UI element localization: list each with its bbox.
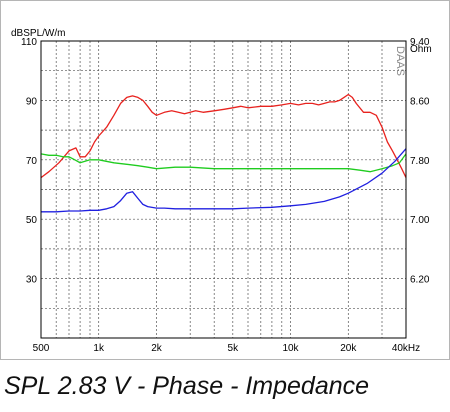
x-tick-label: 1k: [93, 343, 105, 354]
x-tick-label: 40kHz: [392, 343, 420, 354]
y-left-tick-label: 50: [26, 215, 38, 226]
y-right-tick-label: 7.80: [410, 156, 430, 167]
series-line-1: [40, 93, 407, 179]
y-left-tick-label: 70: [26, 156, 38, 167]
x-tick-label: 500: [33, 343, 50, 354]
spl-impedance-chart: 500 1k 2k 5k 10k 20k 40kHz 110 90 70 50 30 9.40 8.60 7…: [11, 28, 432, 354]
plot-frame: [40, 40, 407, 339]
chart-caption: SPL 2.83 V - Phase - Impedance: [4, 372, 370, 400]
y-right-tick-label: 7.00: [410, 215, 430, 226]
x-tick-label: 5k: [228, 343, 240, 354]
daas-watermark: DAAS: [394, 46, 406, 76]
series-lines: [40, 93, 407, 213]
y-right-tick-label: 6.20: [410, 275, 430, 286]
tick-labels: 500 1k 2k 5k 10k 20k 40kHz 110 90 70 50 30 9.40 8.60 7…: [21, 37, 430, 354]
y-left-tick-label: 30: [26, 275, 38, 286]
y-left-tick-label: 110: [21, 37, 37, 48]
series-line-2: [40, 153, 407, 173]
y-left-tick-label: 90: [26, 96, 38, 107]
y-right-tick-label: 8.60: [410, 96, 430, 107]
y-axis-label-left: dBSPL/W/m: [11, 28, 65, 39]
y-axis-label-right: Ohm: [410, 44, 432, 55]
y-right-tick-label: 9.40: [410, 37, 430, 48]
x-tick-label: 10k: [282, 343, 299, 354]
series-line-3: [41, 148, 407, 213]
grid: [41, 41, 406, 338]
x-tick-label: 20k: [340, 343, 357, 354]
x-tick-label: 2k: [151, 343, 163, 354]
figure-frame: 500 1k 2k 5k 10k 20k 40kHz 110 90 70 50 30 9.40 8.60 7…: [0, 0, 450, 360]
